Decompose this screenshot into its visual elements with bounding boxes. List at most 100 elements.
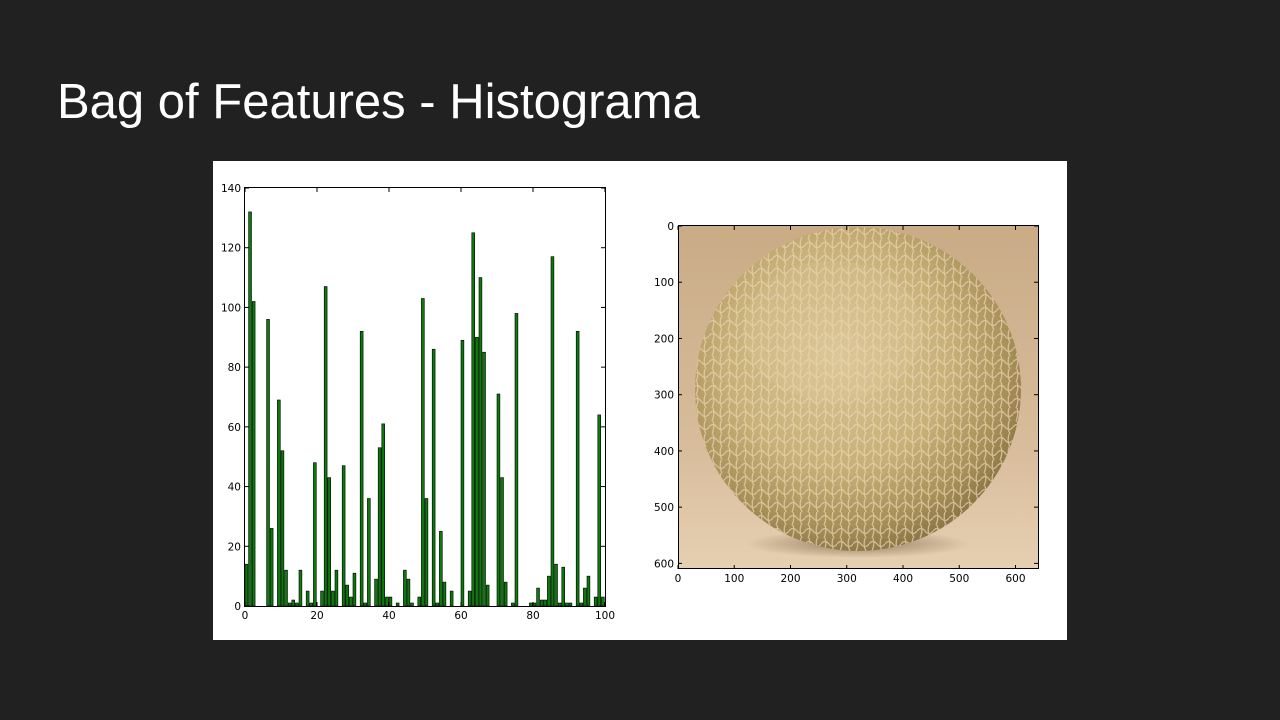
histogram-bar: [586, 575, 591, 607]
histogram-bar: [320, 590, 324, 607]
histogram-bar: [403, 569, 407, 607]
histogram-bar: [385, 596, 389, 607]
histogram-bar: [601, 596, 605, 607]
histogram-bar: [331, 590, 335, 607]
histogram-bar: [334, 569, 339, 607]
y-tick-label: 300: [654, 390, 674, 402]
histogram-bar: [500, 477, 504, 607]
histogram-chart: 0 20 40 60 80 100 0 20 40 60 80 100 120 140: [221, 183, 615, 622]
histogram-bar: [467, 590, 472, 607]
y-tick-label: 200: [654, 333, 674, 345]
histogram-bar: [503, 581, 508, 607]
histogram-bar: [359, 331, 364, 607]
y-tick-label: 0: [667, 221, 674, 233]
histogram-bar: [323, 286, 328, 607]
histogram-bar: [269, 528, 274, 607]
histogram-bar: [543, 599, 547, 607]
y-tick-label: 100: [221, 302, 241, 314]
y-tick-label: 120: [221, 243, 241, 255]
melon-photo: [678, 226, 1038, 569]
x-tick-label: 400: [893, 573, 913, 585]
histogram-bar: [341, 465, 346, 607]
histogram-bar: [291, 599, 295, 607]
x-tick-label: 0: [242, 610, 249, 622]
histogram-bar: [539, 599, 544, 607]
histogram-bar: [406, 578, 411, 607]
histogram-bar: [593, 596, 598, 607]
histogram-bar: [460, 339, 465, 607]
histogram-bar: [421, 298, 425, 607]
histogram-bar: [345, 584, 349, 607]
figure-panel: 0 20 40 60 80 100 0 20 40 60 80 100 120 140 0 100 200 30…: [213, 161, 1067, 640]
histogram-bar: [367, 498, 371, 607]
histogram-bar: [536, 587, 540, 607]
histogram-bar: [244, 563, 249, 607]
histogram-bar: [597, 414, 601, 607]
histogram-bar: [568, 602, 573, 607]
histogram-bar: [410, 602, 414, 607]
histogram-bar: [475, 336, 479, 607]
y-tick-label: 500: [654, 502, 674, 514]
y-tick-label: 20: [228, 541, 241, 553]
histogram-bars: [244, 211, 605, 607]
histogram-bar: [511, 602, 515, 607]
histogram-bar: [374, 578, 378, 607]
histogram-bar: [349, 596, 353, 607]
x-tick-label: 300: [837, 573, 857, 585]
histogram-bar: [424, 498, 429, 607]
histogram-bar: [442, 581, 447, 607]
y-tick-label: 400: [654, 446, 674, 458]
histogram-bar: [327, 477, 331, 607]
histogram-bar: [280, 450, 285, 607]
histogram-bar: [547, 575, 551, 607]
histogram-bar: [583, 587, 587, 607]
histogram-bar: [352, 572, 357, 607]
histogram-bar: [529, 602, 533, 607]
histogram-bar: [435, 602, 439, 607]
histogram-bar: [554, 563, 558, 607]
histogram-bar: [449, 590, 454, 607]
x-tick-label: 20: [310, 610, 323, 622]
histogram-bar: [579, 602, 583, 607]
y-tick-label: 0: [234, 601, 241, 613]
histogram-bar: [395, 602, 400, 607]
histogram-bar: [482, 351, 486, 607]
x-tick-label: 200: [780, 573, 800, 585]
histogram-bar: [266, 319, 270, 607]
histogram-bar: [295, 602, 299, 607]
x-tick-label: 500: [949, 573, 969, 585]
histogram-bar: [309, 602, 313, 607]
histogram-bar: [377, 447, 382, 607]
x-tick-label: 100: [724, 573, 744, 585]
histogram-bar: [313, 462, 317, 607]
histogram-plot-frame: [244, 187, 606, 607]
x-tick-label: 0: [675, 573, 682, 585]
histogram-bar: [417, 596, 421, 607]
x-tick-label: 600: [1005, 573, 1025, 585]
x-tick-label: 60: [454, 610, 467, 622]
x-tick-label: 80: [526, 610, 539, 622]
histogram-bar: [485, 584, 490, 607]
histogram-bar: [550, 256, 555, 607]
histogram-bar: [478, 277, 483, 607]
y-tick-label: 60: [228, 422, 241, 434]
y-tick-label: 100: [654, 277, 674, 289]
histogram-bar: [561, 566, 565, 607]
y-tick-label: 40: [228, 482, 241, 494]
histogram-bar: [298, 569, 303, 607]
histogram-bar: [381, 423, 385, 607]
histogram-bar: [514, 313, 519, 607]
histogram-bar: [431, 348, 436, 607]
histogram-bar: [557, 602, 562, 607]
histogram-bar: [471, 232, 475, 607]
histogram-bar: [277, 399, 281, 607]
histogram-bar: [248, 211, 252, 607]
histogram-axes: 0 20 40 60 80 100 0 20 40 60 80 100 120 140: [221, 183, 615, 622]
slide-title: Bag of Features - Histograma: [57, 75, 700, 129]
image-plot-frame: [678, 225, 1039, 569]
histogram-bar: [439, 531, 443, 607]
histogram-bar: [565, 602, 569, 607]
histogram-bar: [287, 602, 292, 607]
